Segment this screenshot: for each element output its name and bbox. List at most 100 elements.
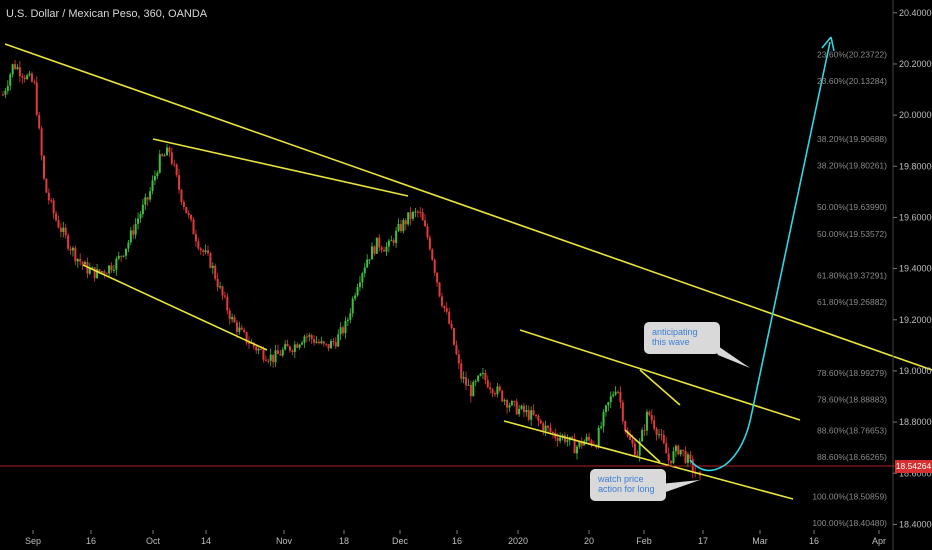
candle-body (682, 449, 685, 451)
candle-body (518, 408, 521, 415)
candle-body (272, 354, 275, 363)
candle-body (513, 401, 516, 403)
candle-body (629, 436, 632, 440)
candle-body (6, 85, 9, 91)
candle-body (190, 214, 193, 220)
candle-body (59, 227, 62, 232)
candle-body (407, 212, 410, 225)
candle-body (284, 344, 287, 350)
candle-body (349, 313, 352, 320)
candle-body (264, 359, 267, 361)
candle-body (276, 350, 279, 354)
candle-body (607, 402, 610, 406)
candle-body (223, 295, 226, 297)
candle-body (390, 240, 393, 242)
candle-body (527, 410, 530, 420)
price-tick-label: 19.20000 (899, 315, 932, 325)
candle-body (588, 436, 591, 441)
candle-body (486, 380, 489, 388)
candle-body (330, 340, 332, 349)
candle-body (662, 434, 665, 444)
candle-body (354, 295, 357, 299)
candle-body (245, 332, 248, 343)
candle-body (334, 342, 337, 347)
candle-body (168, 147, 171, 153)
time-tick-label: 16 (809, 536, 819, 546)
candle-body (185, 206, 188, 214)
price-tick-label: 19.00000 (899, 366, 932, 376)
candle-body (305, 336, 308, 338)
candle-body (530, 410, 533, 420)
time-tick-label: 17 (698, 536, 708, 546)
candle-body (96, 269, 99, 279)
trendline-oct-high (152, 138, 409, 197)
candle-body (16, 67, 19, 69)
candle-body (414, 211, 417, 213)
candle-body (310, 335, 313, 340)
candle-body (363, 267, 366, 274)
candle-body (38, 114, 41, 129)
candle-body (573, 438, 576, 454)
candle-body (207, 250, 209, 254)
candle-body (674, 445, 677, 452)
candle-body (240, 327, 243, 330)
candle-body (547, 425, 550, 428)
candle-body (67, 235, 70, 249)
candle-body (597, 427, 600, 448)
candle-body (508, 405, 511, 408)
candle-body (428, 237, 431, 250)
projection-arrow (689, 36, 835, 472)
candle-body (448, 311, 451, 324)
candle-body (233, 317, 236, 323)
candle-body (197, 241, 200, 249)
candle-body (214, 265, 217, 279)
callout-pointer-bottom (660, 480, 700, 494)
candle-body (216, 278, 219, 288)
candle-body (105, 273, 108, 275)
candle-body (26, 75, 29, 80)
candle-body (170, 152, 173, 164)
candle-body (4, 90, 7, 95)
candle-body (378, 237, 381, 248)
candle-body (484, 373, 487, 381)
candle-body (192, 219, 195, 235)
fib-level-label: 38.20%(19.90688) (817, 134, 887, 144)
time-tick-label: Feb (636, 536, 652, 546)
fib-level-label: 88.60%(18.76653) (817, 426, 887, 436)
candle-body (117, 255, 120, 259)
candle-body (469, 384, 472, 397)
candle-body (438, 282, 441, 297)
candle-body (28, 73, 31, 76)
candle-body (375, 237, 378, 254)
candle-body (551, 431, 554, 433)
candle-body (146, 197, 149, 200)
candle-body (62, 227, 65, 232)
candle-body (301, 342, 304, 345)
candle-body (337, 334, 340, 347)
candle-body (293, 344, 296, 352)
candle-body (257, 348, 260, 351)
price-tick-label: 19.40000 (899, 264, 932, 274)
candle-body (496, 386, 499, 395)
candle-body (351, 298, 354, 314)
candle-body (684, 450, 687, 463)
candle-body (453, 328, 455, 345)
candle-body (199, 248, 202, 251)
candle-body (100, 271, 103, 273)
candle-body (506, 400, 509, 408)
candle-body (228, 310, 231, 320)
candle-body (2, 94, 4, 96)
time-tick-label: 16 (86, 536, 96, 546)
candle-body (127, 242, 130, 249)
candle-body (660, 434, 663, 436)
candle-body (279, 353, 282, 356)
candle-body (231, 317, 234, 320)
candle-body (342, 327, 345, 334)
candle-body (491, 389, 494, 394)
candle-body (624, 421, 627, 431)
candle-body (460, 363, 463, 379)
candle-body (9, 74, 12, 86)
time-tick-label: Nov (276, 536, 293, 546)
candle-body (112, 269, 115, 271)
